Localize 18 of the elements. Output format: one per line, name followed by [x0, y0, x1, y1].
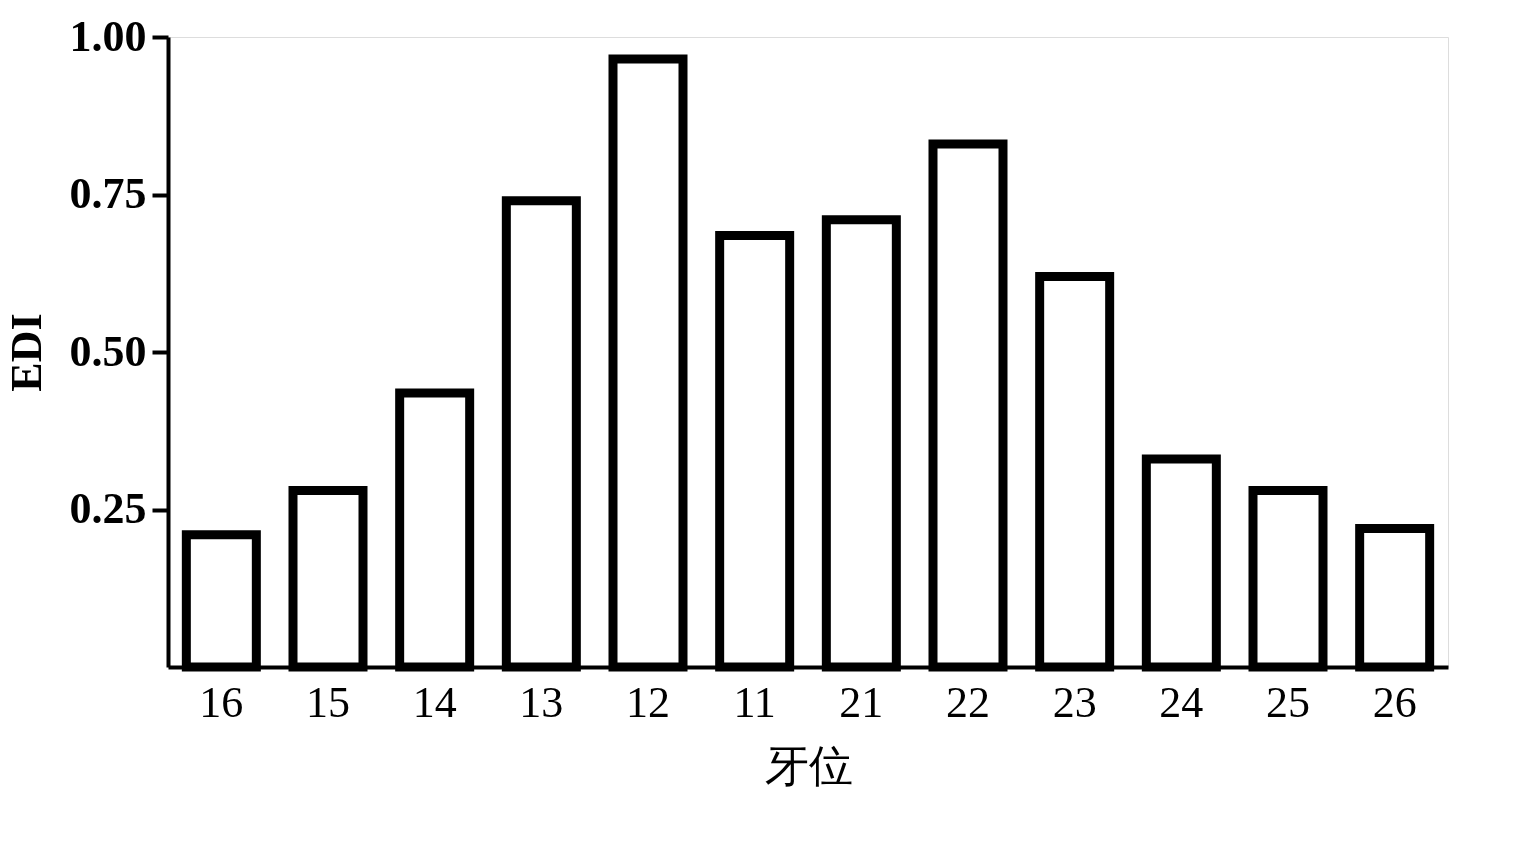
x-tick-label: 14	[412, 677, 457, 727]
x-axis-title: 牙位	[764, 741, 853, 791]
y-axis-title: EDI	[1, 313, 51, 392]
x-tick-label: 12	[626, 677, 670, 727]
y-tick-label: 0.25	[69, 484, 147, 533]
x-tick-label: 24	[1159, 677, 1204, 727]
x-tick-label: 25	[1266, 677, 1310, 727]
x-tick-label: 11	[733, 677, 776, 727]
x-tick-label: 23	[1052, 677, 1097, 727]
x-tick-label: 22	[946, 677, 990, 727]
y-tick-label: 0.50	[69, 326, 147, 376]
x-tick-label: 26	[1372, 677, 1417, 727]
y-tick-label: 0.75	[69, 169, 147, 218]
x-tick-label: 21	[839, 677, 884, 727]
x-tick-label: 15	[306, 677, 350, 727]
x-tick-label: 13	[519, 677, 564, 727]
y-tick-label: 1.00	[69, 11, 147, 61]
x-tick-label: 16	[199, 677, 244, 727]
